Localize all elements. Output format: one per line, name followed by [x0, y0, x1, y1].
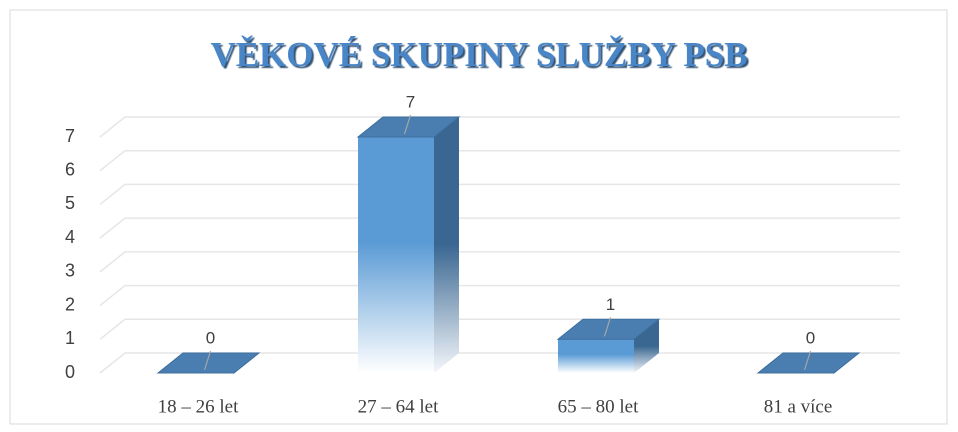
grid-line — [99, 284, 900, 307]
leader-line — [803, 350, 812, 371]
y-tick-label: 1 — [65, 328, 75, 348]
y-tick-label: 6 — [65, 159, 75, 179]
grid-line — [99, 251, 900, 273]
bar — [558, 339, 634, 373]
chart-border — [9, 9, 948, 425]
grid-line — [99, 116, 900, 138]
y-tick-label: 3 — [65, 261, 75, 281]
chart-title: VĚKOVÉ SKUPINY SLUŽBY PSB — [210, 34, 747, 74]
bar-side — [434, 117, 459, 373]
x-tick-label: 81 a více — [764, 396, 833, 417]
data-label: 7 — [406, 92, 415, 111]
leader-line — [403, 114, 412, 135]
grid-line — [99, 217, 900, 239]
y-tick-label: 0 — [65, 362, 75, 382]
grid-line — [99, 318, 900, 340]
bar — [358, 137, 434, 373]
data-label: 0 — [206, 328, 215, 347]
x-tick-label: 18 – 26 let — [158, 396, 239, 417]
grid-line — [99, 149, 900, 172]
bar-top — [356, 116, 461, 138]
x-tick-label: 27 – 64 let — [358, 396, 439, 417]
grid-line — [99, 183, 900, 206]
bar-top — [556, 318, 661, 340]
bar-side — [634, 319, 659, 373]
y-tick-label: 2 — [65, 294, 75, 314]
y-tick-label: 4 — [65, 227, 75, 247]
data-label: 1 — [606, 295, 615, 314]
y-tick-label: 5 — [65, 193, 75, 213]
bar-top — [756, 352, 861, 374]
x-tick-label: 65 – 80 let — [558, 396, 639, 417]
y-tick-label: 7 — [65, 126, 75, 146]
leader-line — [203, 350, 212, 371]
data-label: 0 — [806, 328, 815, 347]
leader-line — [603, 317, 612, 337]
bar-top — [156, 352, 261, 374]
